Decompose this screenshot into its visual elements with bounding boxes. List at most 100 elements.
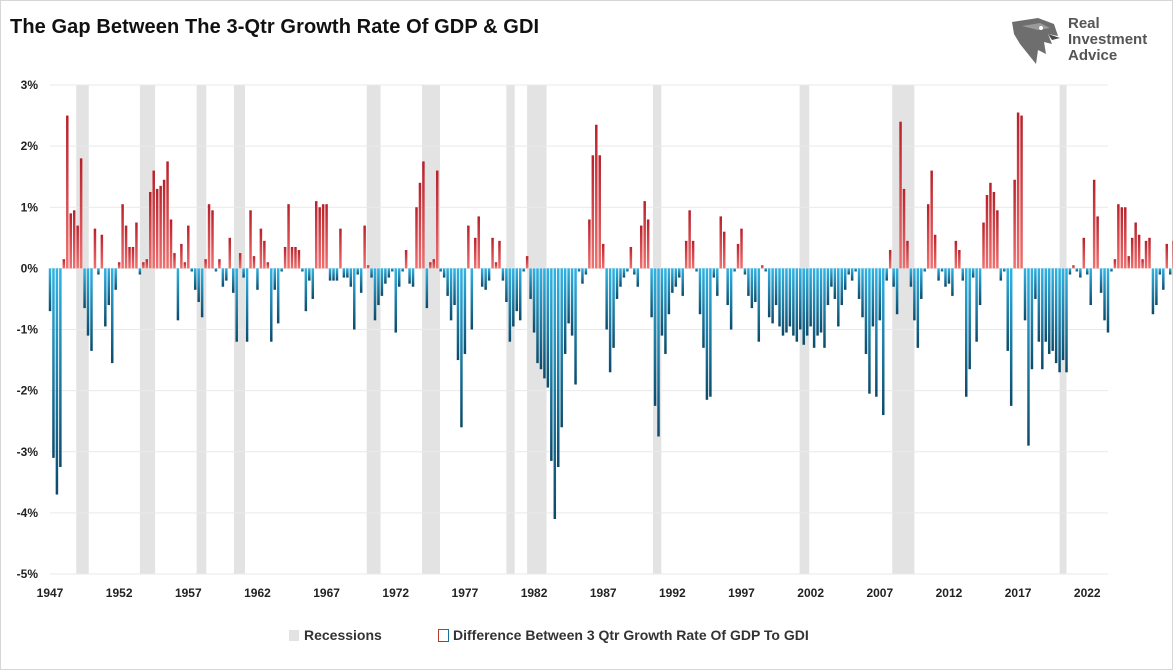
bar-146	[553, 268, 557, 519]
y-tick-label-0: 3%	[21, 78, 39, 92]
bar-238	[871, 268, 875, 327]
bar-73	[301, 268, 304, 272]
bar-135	[515, 268, 519, 312]
brand-line-3: Advice	[1068, 47, 1118, 64]
bar-171	[639, 225, 643, 269]
bar-31	[155, 188, 159, 269]
bar-187	[695, 268, 698, 272]
bar-14	[97, 268, 100, 275]
bar-96	[380, 268, 384, 296]
bar-314	[1134, 222, 1137, 269]
bar-75	[308, 268, 311, 281]
bar-65	[273, 268, 276, 290]
bar-151	[570, 268, 574, 336]
bar-107	[418, 182, 422, 269]
bar-258	[940, 268, 944, 272]
bar-9	[79, 158, 83, 269]
x-tick-label-1: 1952	[106, 586, 133, 600]
bar-20	[117, 262, 121, 269]
bar-309	[1117, 204, 1120, 269]
bar-114	[442, 268, 446, 278]
bar-186	[691, 240, 695, 269]
bar-225	[826, 268, 830, 306]
bar-68	[283, 246, 287, 269]
bar-282	[1023, 268, 1027, 321]
bar-248	[906, 240, 909, 269]
bar-298	[1079, 268, 1082, 278]
bar-39	[183, 262, 187, 269]
bar-213	[785, 268, 788, 333]
bar-134	[512, 268, 515, 327]
bar-22	[124, 225, 128, 269]
y-tick-label-7: -4%	[17, 506, 39, 520]
bar-285	[1034, 268, 1037, 299]
bar-76	[311, 268, 315, 299]
x-axis-tick-labels: 1947 1952 1957 1962 1967 1972 1977 1982 1987 1992…	[37, 586, 1101, 600]
x-tick-label-14: 2017	[1005, 586, 1032, 600]
y-axis-tick-labels: 3% 2% 1% 0% -1% -2% -3% -4% -5%	[17, 78, 39, 581]
bar-127	[487, 268, 491, 281]
bar-38	[180, 243, 183, 269]
x-tick-label-13: 2012	[936, 586, 963, 600]
bar-303	[1096, 216, 1099, 269]
bar-2	[55, 268, 59, 495]
bar-316	[1141, 259, 1144, 269]
bar-240	[878, 268, 882, 321]
bar-273	[992, 191, 996, 269]
bar-265	[964, 268, 968, 397]
bar-156	[588, 219, 591, 269]
bar-216	[795, 268, 799, 342]
bar-139	[529, 268, 532, 299]
x-tick-label-15: 2022	[1074, 586, 1101, 600]
bar-229	[840, 268, 844, 306]
y-tick-label-6: -3%	[17, 445, 39, 459]
bar-21	[121, 204, 124, 269]
bar-275	[999, 268, 1003, 281]
x-tick-label-6: 1977	[452, 586, 479, 600]
bar-158	[595, 124, 598, 269]
bar-228	[837, 268, 840, 327]
bar-207	[764, 268, 767, 272]
bar-308	[1113, 259, 1117, 269]
bar-322	[1162, 268, 1165, 290]
bar-97	[384, 268, 387, 284]
bar-67	[280, 268, 283, 272]
bar-312	[1127, 256, 1130, 269]
bar-45	[204, 259, 207, 269]
bar-60	[256, 268, 259, 290]
bar-71	[294, 246, 297, 269]
x-tick-label-11: 2002	[797, 586, 824, 600]
bar-40	[187, 225, 190, 269]
bar-116	[449, 268, 453, 321]
bar-41	[190, 268, 194, 272]
bar-19	[114, 268, 117, 290]
bar-138	[525, 256, 529, 269]
bar-277	[1006, 268, 1009, 351]
x-tick-label-10: 1997	[728, 586, 755, 600]
bar-288	[1044, 268, 1048, 342]
bar-34	[166, 161, 169, 269]
bar-16	[104, 268, 107, 327]
bar-251	[916, 268, 920, 348]
bar-200	[740, 228, 743, 269]
bar-250	[913, 268, 916, 321]
bar-301	[1089, 268, 1092, 306]
bar-191	[709, 268, 712, 397]
bar-131	[501, 268, 505, 281]
bar-183	[681, 268, 684, 296]
bar-223	[819, 268, 823, 333]
bar-222	[816, 268, 819, 336]
bar-36	[173, 253, 176, 269]
bar-80	[325, 204, 328, 269]
bar-281	[1020, 115, 1023, 269]
bar-17	[107, 268, 111, 306]
bar-6	[69, 213, 72, 269]
bar-310	[1120, 207, 1124, 269]
bar-145	[550, 268, 553, 461]
legend-swatch-difference	[438, 629, 449, 642]
bar-5	[66, 115, 69, 269]
bar-293	[1061, 268, 1065, 361]
bar-3	[59, 268, 62, 468]
bar-271	[985, 195, 989, 269]
bar-280	[1016, 112, 1020, 269]
